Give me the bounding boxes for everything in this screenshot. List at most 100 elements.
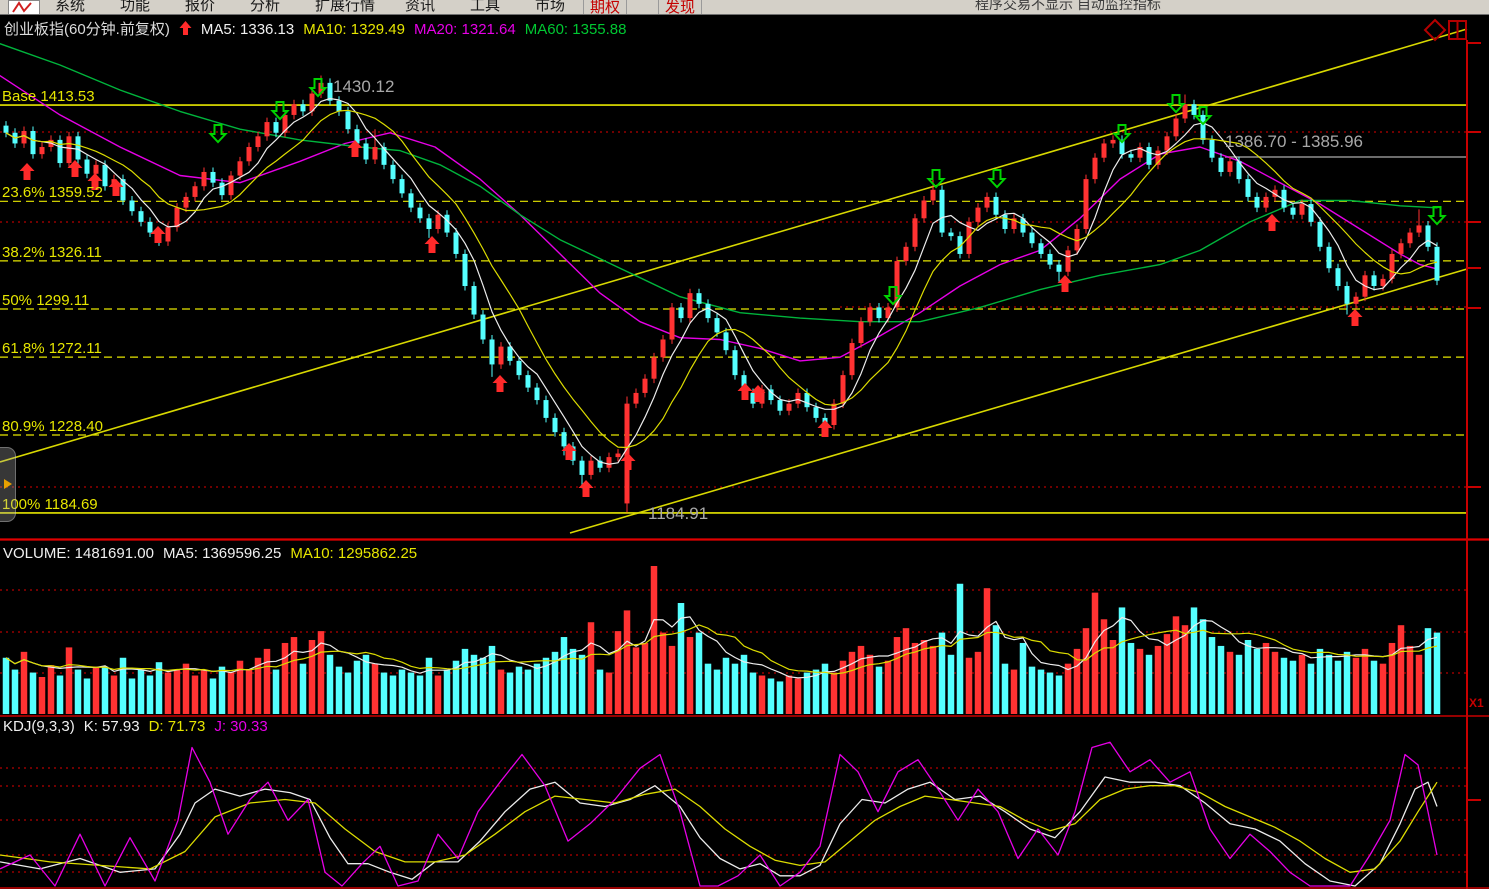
volume-bar — [830, 672, 838, 714]
volume-legend-item-1: MA5: 1369596.25 — [162, 545, 282, 562]
volume-bar — [92, 666, 100, 714]
diamond-icon[interactable] — [1423, 18, 1447, 42]
fib-label-0: Base 1413.53 — [2, 88, 95, 106]
volume-bar — [416, 675, 424, 714]
candle-body — [948, 232, 954, 237]
candle-body — [246, 147, 252, 162]
volume-bar — [65, 647, 73, 714]
candle-body — [876, 307, 882, 319]
main-chart-panel[interactable] — [0, 28, 1468, 534]
candle-body — [1254, 196, 1260, 208]
volume-bar — [821, 663, 829, 714]
volume-bar — [434, 675, 442, 714]
menu-item-4[interactable]: 扩展行情 — [315, 0, 376, 14]
volume-legend-item-0: VOLUME: 1481691.00 — [3, 545, 154, 562]
volume-panel[interactable] — [0, 566, 1467, 714]
app-logo-icon[interactable] — [8, 0, 40, 14]
volume-bar — [902, 628, 910, 714]
volume-bar — [1154, 645, 1162, 714]
candle-body — [1398, 243, 1404, 254]
volume-bar — [281, 642, 289, 714]
ma-line-ma10 — [5, 109, 1438, 449]
candle-body — [1092, 157, 1098, 180]
candle-body — [219, 182, 225, 196]
zoom-multiplier-label: X1 — [1469, 696, 1484, 710]
candle-body — [840, 375, 846, 404]
volume-bar — [398, 669, 406, 714]
volume-bar — [488, 645, 496, 714]
candle-body — [39, 147, 45, 155]
menu-item-7[interactable]: 市场 — [535, 0, 566, 14]
volume-bar — [1271, 651, 1279, 714]
menu-item-3[interactable]: 分析 — [250, 0, 281, 14]
volume-bar — [326, 654, 334, 714]
candle-body — [678, 307, 684, 319]
volume-bar — [101, 666, 109, 714]
menu-item-6[interactable]: 工具 — [470, 0, 501, 14]
menu-item-8[interactable]: 期权 — [583, 0, 628, 14]
volume-bar — [776, 681, 784, 714]
candle-body — [543, 400, 549, 418]
candle-body — [327, 82, 333, 101]
volume-bar — [1100, 619, 1108, 714]
volume-bar — [1046, 672, 1054, 714]
main-legend-item-5: MA60: 1355.88 — [524, 21, 627, 38]
volume-bar — [677, 603, 685, 714]
candle-body — [489, 339, 495, 365]
volume-bar — [803, 672, 811, 714]
side-panel-handle[interactable] — [0, 447, 16, 522]
volume-bar — [146, 675, 154, 714]
volume-bar — [1055, 675, 1063, 714]
candle-body — [1056, 264, 1062, 272]
candle-body — [1137, 147, 1143, 158]
kdj-legend-item-1: K: 57.93 — [83, 718, 140, 735]
menu-item-1[interactable]: 功能 — [120, 0, 151, 14]
sell-arrow-icon — [987, 169, 1007, 189]
candle-body — [633, 392, 639, 404]
candle-body — [786, 403, 792, 411]
candle-body — [1218, 157, 1224, 172]
volume-bar — [20, 651, 28, 714]
kdj-line-d — [0, 781, 1438, 873]
candle-body — [75, 136, 81, 160]
candle-body — [453, 232, 459, 254]
volume-bar — [1190, 607, 1198, 714]
volume-bar — [1307, 663, 1315, 714]
split-window-icon[interactable] — [1448, 20, 1467, 40]
candle-body — [1002, 214, 1008, 229]
candle-body — [129, 200, 135, 212]
menu-item-0[interactable]: 系统 — [55, 0, 86, 14]
volume-bar — [1397, 625, 1405, 714]
volume-bar — [641, 642, 649, 714]
candle-body — [165, 227, 171, 242]
candle-body — [1119, 139, 1125, 155]
menu-item-5[interactable]: 资讯 — [405, 0, 436, 14]
volume-bar — [1064, 663, 1072, 714]
kdj-legend: KDJ(9,3,3) K: 57.93 D: 71.73 J: 30.33 — [3, 719, 277, 734]
volume-bar — [1118, 607, 1126, 714]
menu-right-text: 程序交易不显示 自动监控指标 — [975, 0, 1161, 12]
volume-bar — [695, 632, 703, 714]
candle-body — [1308, 204, 1314, 222]
volume-bar — [452, 660, 460, 714]
signal-arrows — [19, 78, 1447, 497]
volume-bar — [443, 669, 451, 714]
up-arrow-icon — [179, 21, 192, 38]
main-legend-item-2: MA5: 1336.13 — [200, 21, 295, 38]
kdj-panel[interactable] — [0, 741, 1467, 887]
volume-bar — [722, 657, 730, 714]
volume-bar — [497, 669, 505, 714]
menu-item-2[interactable]: 报价 — [185, 0, 216, 14]
fib-label-3: 50% 1299.11 — [2, 291, 90, 309]
candle-body — [444, 214, 450, 233]
candle-body — [228, 175, 234, 196]
volume-bar — [344, 672, 352, 714]
menu-item-9[interactable]: 发现 — [658, 0, 703, 14]
volume-bar — [884, 660, 892, 714]
candle-body — [1344, 286, 1350, 304]
candle-body — [291, 104, 297, 115]
candle-body — [201, 171, 207, 187]
volume-bar — [983, 588, 991, 714]
candle-body — [930, 189, 936, 201]
volume-bar — [1379, 663, 1387, 714]
